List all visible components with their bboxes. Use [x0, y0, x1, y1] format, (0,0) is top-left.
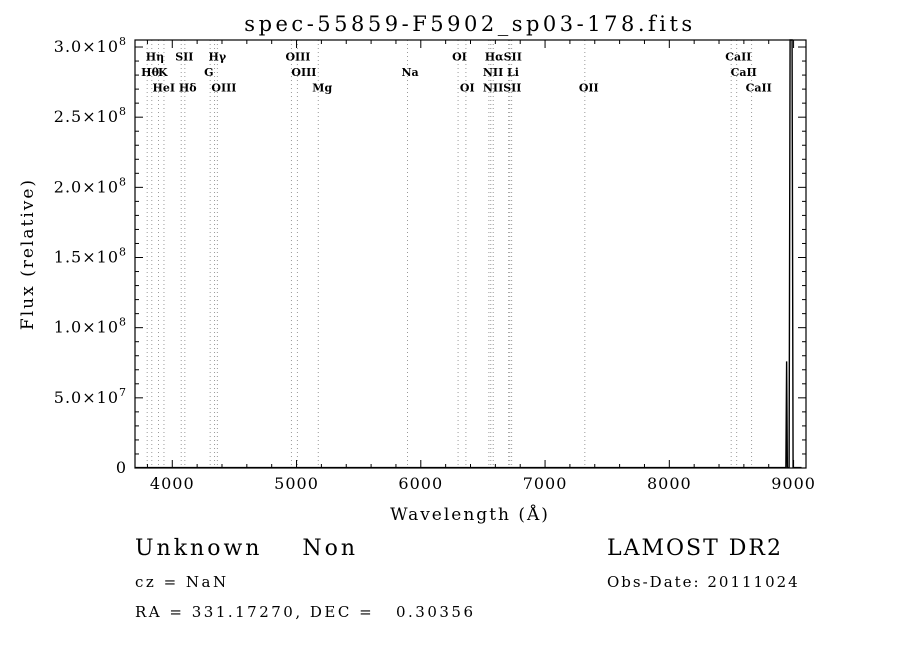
spectral-line-label: CaII — [731, 66, 757, 79]
y-axis-label: Flux (relative) — [18, 177, 38, 331]
spectral-line-label: Mg — [312, 82, 332, 95]
cz-value: cz = NaN — [135, 573, 229, 591]
x-tick-label: 4000 — [150, 474, 195, 493]
spectral-line-label: Hη — [146, 51, 164, 64]
y-tick-label: 1.5×108 — [54, 246, 127, 267]
obs-date: Obs-Date: 20111024 — [607, 573, 800, 591]
spectral-line-label: OIII — [285, 51, 310, 64]
plot-frame — [134, 39, 807, 469]
spectral-line-label: Hθ — [141, 66, 159, 79]
spectral-line-label: NII Li — [483, 66, 519, 79]
x-tick-label: 7000 — [523, 474, 568, 493]
spectral-line-label: OIII — [211, 82, 236, 95]
ra-dec-coordinates: RA = 331.17270, DEC = 0.30356 — [135, 603, 476, 621]
spectral-line-label: HeI — [152, 82, 175, 95]
spectral-line-label: CaII — [746, 82, 772, 95]
spectral-line-label: OIII — [291, 66, 316, 79]
spectral-line-label: OI — [452, 51, 467, 64]
x-tick-label: 9000 — [771, 474, 816, 493]
y-tick-label: 3.0×108 — [54, 35, 127, 56]
x-tick-label: 6000 — [398, 474, 443, 493]
spectrum-trace — [135, 39, 802, 469]
spectral-line-label: Hδ — [179, 82, 197, 95]
spectral-line-label: OII — [579, 82, 599, 95]
x-tick-label: 5000 — [274, 474, 319, 493]
y-tick-label: 0 — [116, 458, 127, 477]
spectral-line-label: G — [204, 66, 213, 79]
spectral-line-label: NIISII — [483, 82, 522, 95]
spectral-line-label: Hγ — [209, 51, 227, 64]
y-tick-label: 2.0×108 — [54, 175, 127, 196]
object-class-label: Unknown Non — [135, 536, 359, 561]
x-axis-label: Wavelength (Å) — [390, 505, 550, 525]
y-tick-label: 1.0×108 — [54, 316, 127, 337]
survey-label: LAMOST DR2 — [607, 536, 783, 561]
plot-title: spec-55859-F5902_sp03-178.fits — [244, 12, 696, 36]
spectral-line-label: HαSII — [485, 51, 522, 64]
spectral-line-label: SII — [175, 51, 193, 64]
y-tick-label: 2.5×108 — [54, 105, 127, 126]
spectral-line-label: CaII — [725, 51, 751, 64]
spectral-line-label: OI — [460, 82, 475, 95]
spectral-line-label: K — [158, 66, 168, 79]
y-tick-label: 5.0×107 — [54, 386, 127, 407]
spectral-line-label: Na — [402, 66, 419, 79]
x-tick-label: 8000 — [647, 474, 692, 493]
